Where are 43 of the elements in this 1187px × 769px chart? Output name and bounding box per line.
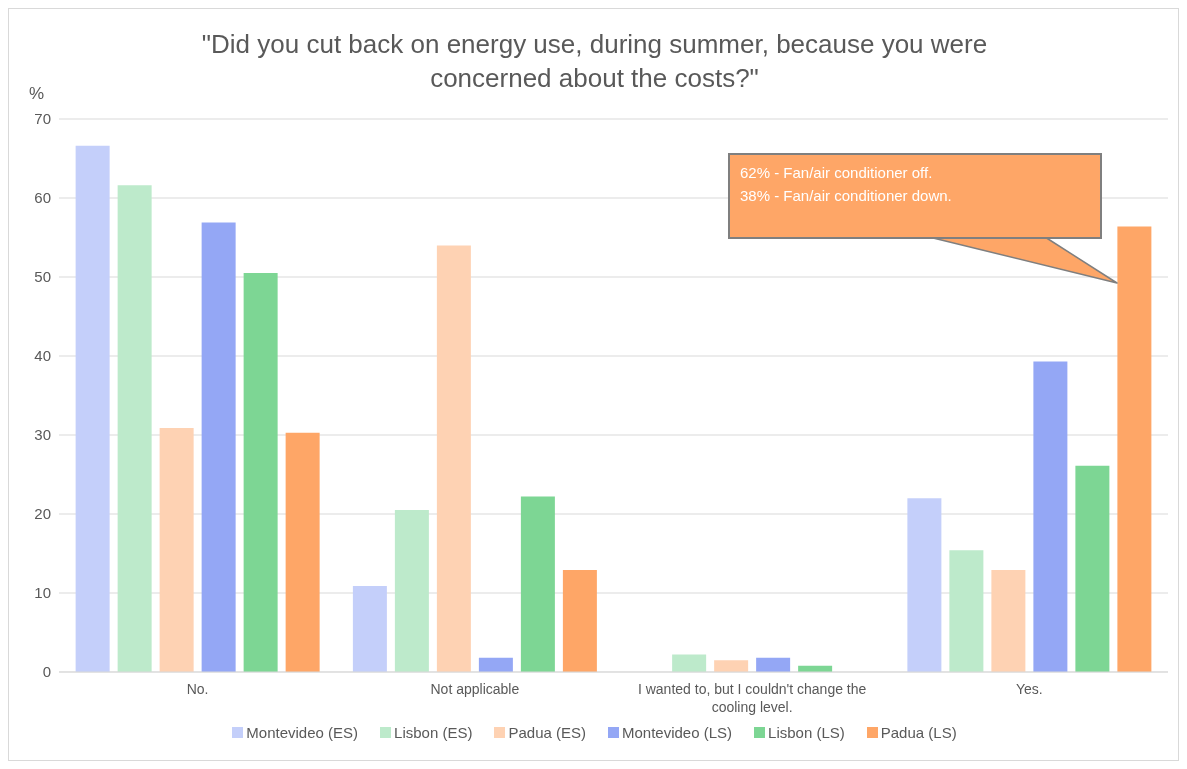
bar [394,510,429,672]
y-axis-title: % [29,84,45,104]
bar [75,145,110,672]
bar [1117,226,1152,672]
x-tick-label: Yes. [1016,681,1043,697]
y-tick-label: 30 [34,426,51,444]
bar [991,570,1026,672]
annotation: 62% - Fan/air conditioner off. [740,163,934,183]
bar [907,498,942,672]
bar [949,550,984,672]
legend-label: Padua (LS) [880,724,957,741]
annotation: 38% - Fan/air conditioner down. [740,186,953,206]
bar [201,222,236,672]
legend-label: Montevideo (ES) [246,724,359,741]
bar [672,654,707,672]
legend-label: Lisbon (ES) [394,724,473,741]
bar [562,570,597,672]
bar [478,657,513,672]
legend-label: Padua (ES) [508,724,586,741]
x-tick-label: I wanted to, but I couldn't change the cooling level. [637,681,867,715]
bar [1033,361,1068,672]
bar [714,660,749,672]
y-tick-label: 10 [34,584,51,602]
y-tick-label: 50 [34,268,51,286]
bar [243,273,278,672]
y-tick-label: 40 [34,347,51,365]
y-tick-label: 60 [34,189,51,207]
y-tick-label: 70 [34,110,51,128]
legend-label: Montevideo (LS) [621,724,733,741]
legend-label: Lisbon (LS) [768,724,845,741]
chart-title: "Did you cut back on energy use, during summer, because you were concerned about the costs?" [200,28,989,95]
bar [285,432,320,672]
y-tick-label: 20 [34,505,51,523]
bar [159,427,194,672]
x-tick-label: No. [186,681,209,697]
bar [520,496,555,672]
bar [1075,465,1110,672]
bar [756,657,791,672]
y-tick-label: 0 [42,663,51,681]
bar [352,585,387,672]
bar [436,245,471,672]
x-tick-label: Not applicable [430,681,520,697]
bar [117,185,152,672]
